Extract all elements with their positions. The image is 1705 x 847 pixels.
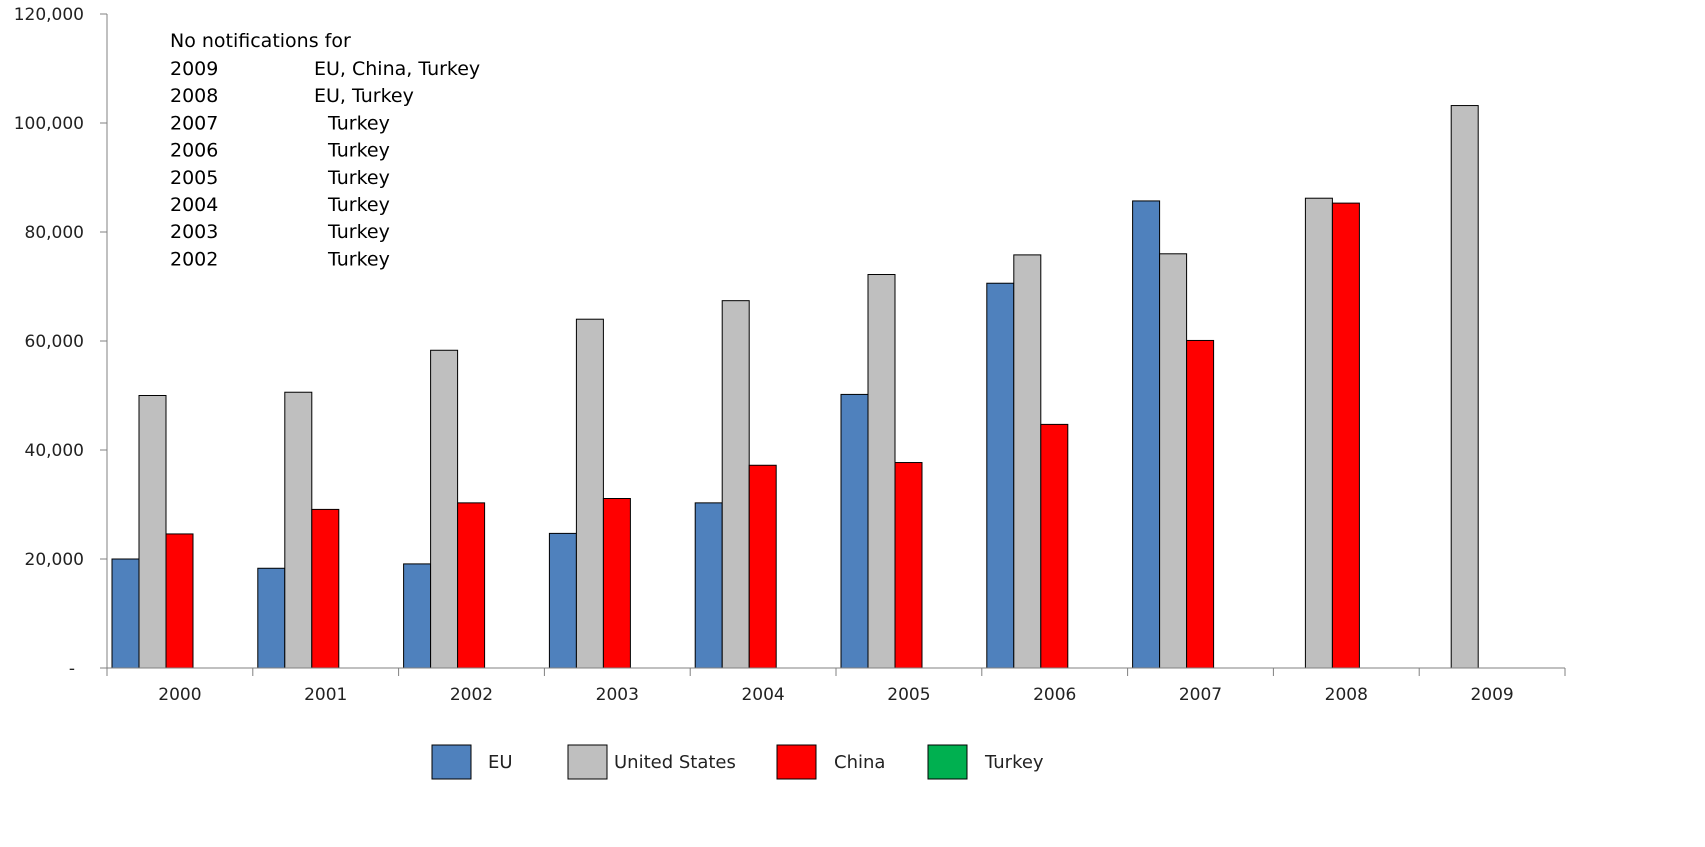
bar-united-states-2007 bbox=[1159, 253, 1188, 669]
legend: EU United States China Turkey bbox=[431, 744, 1044, 780]
y-tick-label: 20,000 bbox=[25, 550, 84, 570]
bar-eu-2000 bbox=[111, 558, 140, 669]
annotation-countries: Turkey bbox=[327, 221, 390, 243]
y-tick-label: 120,000 bbox=[14, 5, 84, 25]
x-tick-label: 2006 bbox=[1033, 685, 1076, 705]
x-tick-label: 2002 bbox=[450, 685, 493, 705]
legend-label-eu: EU bbox=[488, 752, 513, 773]
y-tick-label: 40,000 bbox=[25, 441, 84, 461]
annotation-year: 2002 bbox=[170, 248, 218, 270]
annotation-year: 2003 bbox=[170, 221, 218, 243]
bar-united-states-2000 bbox=[138, 395, 167, 669]
x-tick-label: 2007 bbox=[1179, 685, 1222, 705]
x-tick-label: 2004 bbox=[741, 685, 784, 705]
y-tick-label: 100,000 bbox=[14, 114, 84, 134]
annotation-year: 2008 bbox=[170, 85, 218, 107]
bar-eu-2004 bbox=[694, 502, 723, 669]
y-tick-label: - bbox=[69, 659, 75, 679]
bar-united-states-2006 bbox=[1013, 254, 1042, 669]
annotation-year: 2009 bbox=[170, 58, 218, 80]
bar-china-2008 bbox=[1331, 202, 1360, 669]
bar-eu-2005 bbox=[840, 393, 869, 669]
bar-eu-2002 bbox=[403, 563, 432, 669]
bar-china-2002 bbox=[457, 502, 486, 669]
annotation-year: 2007 bbox=[170, 112, 218, 134]
annotation-year: 2006 bbox=[170, 140, 218, 162]
annotation-countries: EU, Turkey bbox=[314, 85, 414, 107]
x-tick-label: 2008 bbox=[1325, 685, 1368, 705]
x-tick-label: 2000 bbox=[158, 685, 201, 705]
bar-china-2003 bbox=[602, 498, 631, 669]
annotation-title: No notifications for bbox=[170, 30, 351, 52]
bar-united-states-2001 bbox=[284, 391, 313, 669]
bar-china-2004 bbox=[748, 464, 777, 669]
annotation-year: 2005 bbox=[170, 167, 218, 189]
x-tick-label: 2001 bbox=[304, 685, 347, 705]
annotation-countries: Turkey bbox=[327, 194, 390, 216]
annotation-countries: Turkey bbox=[327, 167, 390, 189]
bars-layer bbox=[111, 105, 1479, 669]
bar-united-states-2002 bbox=[430, 349, 459, 669]
x-tick-label: 2005 bbox=[887, 685, 930, 705]
axes-layer: - 20,000 40,000 60,000 80,000 100,000 120,000 2… bbox=[14, 5, 1566, 705]
bar-united-states-2008 bbox=[1304, 197, 1333, 669]
bar-china-2001 bbox=[311, 508, 340, 669]
legend-swatch-china bbox=[776, 744, 817, 780]
bar-eu-2003 bbox=[548, 532, 577, 669]
legend-swatch-eu bbox=[431, 744, 472, 780]
x-tick-label: 2009 bbox=[1470, 685, 1513, 705]
bar-united-states-2003 bbox=[575, 318, 604, 669]
bar-united-states-2004 bbox=[721, 300, 750, 669]
bar-china-2000 bbox=[165, 533, 194, 669]
legend-label-china: China bbox=[834, 752, 885, 773]
bar-china-2005 bbox=[894, 462, 923, 669]
y-tick-label: 80,000 bbox=[25, 223, 84, 243]
bar-eu-2001 bbox=[257, 567, 286, 669]
annotation-countries: Turkey bbox=[327, 248, 390, 270]
legend-swatch-turkey bbox=[927, 744, 968, 780]
bar-china-2007 bbox=[1186, 339, 1215, 669]
legend-label-united-states: United States bbox=[614, 752, 736, 773]
bar-china-2006 bbox=[1040, 423, 1069, 669]
annotation-countries: EU, China, Turkey bbox=[314, 58, 480, 80]
bar-united-states-2005 bbox=[867, 274, 896, 669]
legend-swatch-united-states bbox=[567, 744, 608, 780]
annotation-countries: Turkey bbox=[327, 140, 390, 162]
y-tick-label: 60,000 bbox=[25, 332, 84, 352]
bar-eu-2007 bbox=[1132, 200, 1161, 669]
x-tick-label: 2003 bbox=[596, 685, 639, 705]
annotation-year: 2004 bbox=[170, 194, 218, 216]
legend-label-turkey: Turkey bbox=[984, 752, 1044, 773]
no-notifications-annotation: No notifications for 2009 EU, China, Turke… bbox=[170, 30, 480, 270]
bar-eu-2006 bbox=[986, 282, 1015, 669]
bar-united-states-2009 bbox=[1450, 105, 1479, 669]
annotation-countries: Turkey bbox=[327, 112, 390, 134]
